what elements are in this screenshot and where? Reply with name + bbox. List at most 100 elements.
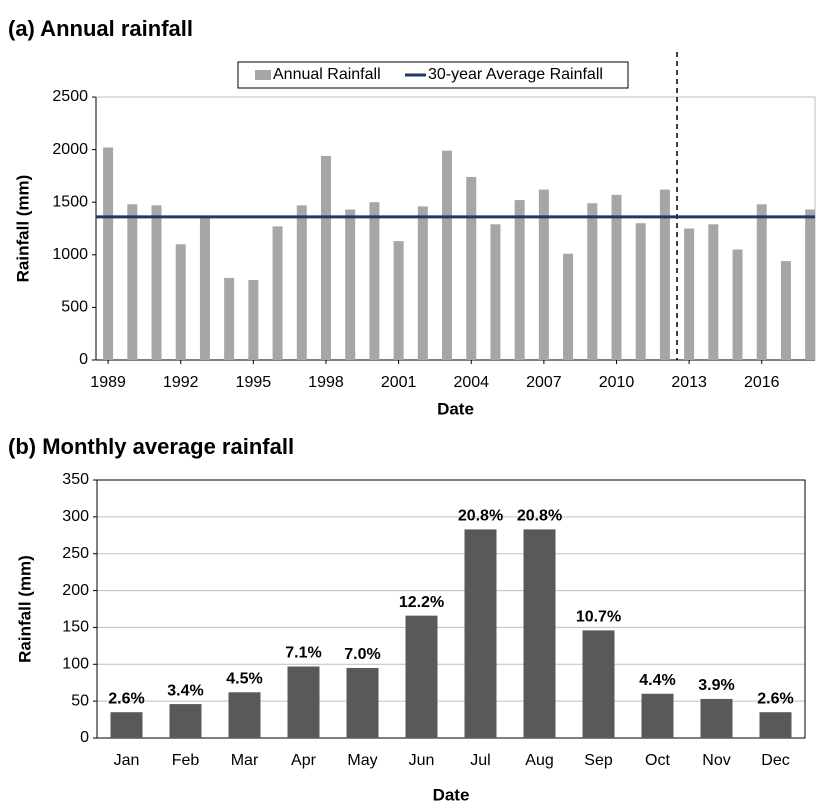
bar — [466, 176, 477, 360]
y-tick-label: 2000 — [52, 141, 88, 158]
y-tick-label: 200 — [62, 582, 89, 599]
bar — [110, 712, 143, 738]
x-tick-label: 1989 — [90, 374, 126, 391]
bar — [393, 241, 404, 360]
x-tick-label: Feb — [172, 752, 200, 769]
y-tick-label: 100 — [62, 656, 89, 673]
x-tick-label: Apr — [291, 752, 317, 769]
y-tick-label: 0 — [80, 729, 89, 746]
bar — [228, 692, 261, 738]
x-tick-label: 2007 — [526, 374, 562, 391]
bar — [369, 202, 380, 360]
data-label: 7.1% — [285, 645, 321, 662]
bar — [169, 704, 202, 738]
x-tick-label: 1995 — [236, 374, 272, 391]
y-axis-label: Rainfall (mm) — [15, 555, 34, 663]
bar — [296, 205, 307, 360]
data-label: 20.8% — [458, 508, 503, 525]
x-tick-label: 1992 — [163, 374, 199, 391]
x-tick-label: Dec — [761, 752, 789, 769]
bar — [224, 277, 235, 360]
legend-box — [237, 61, 629, 89]
bar — [563, 253, 574, 360]
bar — [635, 223, 646, 360]
bar — [272, 226, 283, 360]
bar — [805, 209, 815, 360]
bar — [405, 615, 438, 738]
data-label: 4.5% — [226, 671, 262, 688]
data-label: 3.4% — [167, 682, 203, 699]
bar — [151, 205, 162, 360]
bar — [611, 194, 622, 360]
bar — [587, 203, 598, 360]
bar — [346, 667, 379, 738]
bar — [417, 206, 428, 360]
bar — [248, 280, 259, 360]
bar — [659, 189, 670, 360]
bar — [582, 630, 615, 738]
bar — [538, 189, 549, 360]
bar — [490, 224, 501, 360]
data-label: 12.2% — [399, 594, 444, 611]
bar — [732, 249, 743, 360]
y-tick-label: 2500 — [52, 88, 88, 105]
bar — [199, 216, 210, 360]
y-tick-label: 250 — [62, 545, 89, 562]
bar — [759, 712, 792, 738]
x-tick-label: 2010 — [599, 374, 635, 391]
x-tick-label: Mar — [231, 752, 259, 769]
bar — [756, 204, 767, 360]
x-tick-label: May — [347, 752, 377, 769]
bar — [523, 529, 556, 738]
data-label: 10.7% — [576, 609, 621, 626]
bar — [175, 244, 186, 360]
x-tick-label: 2013 — [671, 374, 707, 391]
bar — [780, 261, 791, 360]
bar — [684, 228, 695, 360]
y-tick-label: 300 — [62, 508, 89, 525]
x-tick-label: Aug — [525, 752, 553, 769]
bar — [641, 693, 674, 738]
x-tick-label: Nov — [702, 752, 730, 769]
y-tick-label: 350 — [62, 471, 89, 488]
x-axis-label: Date — [433, 785, 470, 804]
bar — [708, 224, 719, 360]
data-label: 4.4% — [639, 672, 675, 689]
bar — [464, 529, 497, 738]
data-label: 3.9% — [698, 677, 734, 694]
x-tick-label: Jan — [114, 752, 140, 769]
x-tick-label: Jul — [470, 752, 490, 769]
chart-title: (b) Monthly average rainfall — [8, 434, 294, 459]
y-tick-label: 1000 — [52, 246, 88, 263]
bar — [127, 204, 138, 360]
legend-swatch — [255, 70, 271, 80]
bar — [345, 209, 356, 360]
data-label: 2.6% — [108, 690, 144, 707]
bar — [320, 155, 331, 360]
data-label: 2.6% — [757, 690, 793, 707]
x-axis-label: Date — [437, 399, 474, 418]
x-tick-label: 2004 — [453, 374, 489, 391]
bar — [700, 698, 733, 738]
y-tick-label: 500 — [61, 299, 88, 316]
bar — [514, 200, 525, 360]
legend-label: Annual Rainfall — [273, 66, 381, 83]
y-tick-label: 150 — [62, 619, 89, 636]
x-tick-label: 1998 — [308, 374, 344, 391]
x-tick-label: Oct — [645, 752, 670, 769]
bar — [287, 666, 320, 738]
data-label: 7.0% — [344, 646, 380, 663]
legend-label: 30-year Average Rainfall — [428, 66, 603, 83]
x-tick-label: 2001 — [381, 374, 417, 391]
y-axis-label: Rainfall (mm) — [13, 175, 32, 283]
bar — [442, 150, 453, 360]
data-label: 20.8% — [517, 508, 562, 525]
chart-title: (a) Annual rainfall — [8, 16, 193, 41]
bar — [103, 147, 114, 360]
y-tick-label: 0 — [79, 351, 88, 368]
y-tick-label: 50 — [71, 692, 89, 709]
x-tick-label: Sep — [584, 752, 613, 769]
y-tick-label: 1500 — [52, 193, 88, 210]
x-tick-label: Jun — [409, 752, 435, 769]
